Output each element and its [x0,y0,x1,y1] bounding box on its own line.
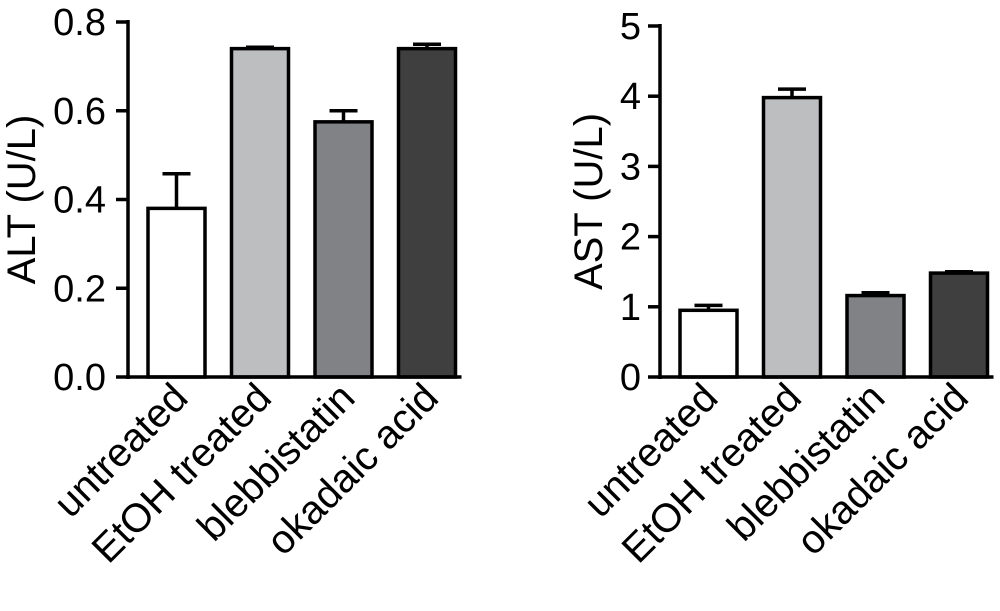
alt-bar [313,120,374,379]
ast-bar [678,308,739,379]
alt-bar [146,206,207,379]
ast-bar [761,95,823,379]
alt-y-tick-label: 0.6 [53,91,106,133]
ast-y-axis-label: AST (U/L) [567,113,611,290]
ast-bar [845,293,906,379]
ast-y-tick-label: 3 [620,146,641,188]
ast-y-tick-label: 4 [620,76,641,118]
alt-bar [229,46,291,379]
alt-y-tick-label: 0.0 [53,357,106,399]
ast-y-tick-label: 1 [620,287,641,329]
ast-y-tick-label: 2 [620,217,641,259]
ast-y-tick-label: 0 [620,357,641,399]
ast-y-tick-label: 5 [620,6,641,48]
alt-y-tick-label: 0.2 [53,268,106,310]
ast-bar [928,271,990,379]
alt-y-tick-label: 0.4 [53,180,106,222]
alt-bar [396,46,458,379]
alt-y-tick-label: 0.8 [53,2,106,44]
alt-y-axis-label: ALT (U/L) [0,115,44,285]
